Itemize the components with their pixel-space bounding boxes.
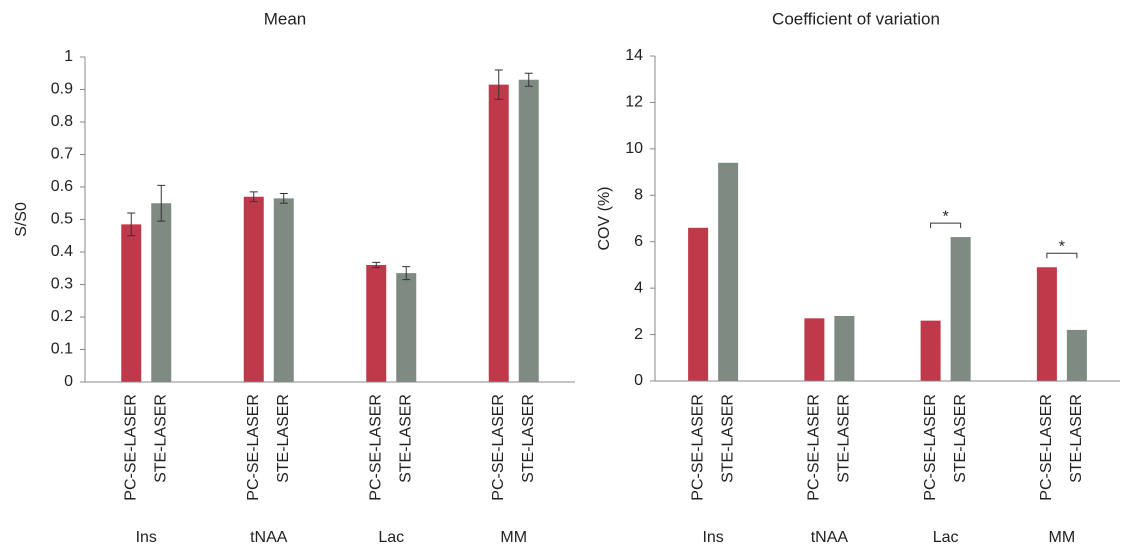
chart-title: Mean [264, 9, 307, 28]
bar [151, 203, 172, 382]
y-tick-label: 0.2 [51, 308, 73, 325]
category-label: Ins [702, 529, 723, 546]
series-label: PC-SE-LASER [806, 394, 823, 501]
y-tick-label: 0 [64, 373, 73, 390]
series-label: STE-LASER [275, 394, 292, 483]
series-label: PC-SE-LASER [122, 394, 139, 501]
series-label: STE-LASER [1068, 394, 1085, 483]
category-label: Lac [378, 529, 404, 546]
annotation: * [943, 208, 949, 225]
series-label: STE-LASER [397, 394, 414, 483]
y-tick-label: 0.1 [51, 341, 73, 358]
significance-bracket [1046, 252, 1078, 259]
bar [273, 198, 294, 382]
chart-title: Coefficient of variation [772, 9, 940, 28]
category-label: Ins [136, 529, 157, 546]
y-tick-label: 10 [625, 140, 643, 157]
series-label: PC-SE-LASER [367, 394, 384, 501]
error-bar [524, 72, 533, 87]
series-label: PC-SE-LASER [490, 394, 507, 501]
bar [718, 162, 739, 381]
error-bar [127, 212, 136, 237]
y-tick-label: 12 [625, 94, 643, 111]
series-label: STE-LASER [719, 394, 736, 483]
y-tick-label: 0.5 [51, 211, 73, 228]
y-tick-label: 0.8 [51, 113, 73, 130]
y-axis-label: S/S0 [13, 202, 30, 237]
bar [834, 316, 855, 381]
y-tick-label: 0.4 [51, 243, 73, 260]
category-label: Lac [933, 529, 959, 546]
bar [396, 273, 417, 382]
error-bar [402, 266, 411, 281]
category-label: tNAA [811, 529, 849, 546]
y-tick-label: 14 [625, 47, 643, 64]
annotation: * [1059, 238, 1065, 255]
y-tick-label: 0.6 [51, 178, 73, 195]
bar [920, 320, 941, 381]
series-label: PC-SE-LASER [1038, 394, 1055, 501]
series-label: STE-LASER [520, 394, 537, 483]
error-bar [157, 184, 166, 222]
bar [518, 79, 539, 382]
bar [366, 265, 387, 382]
error-bar [372, 261, 381, 269]
category-label: MM [1049, 529, 1076, 546]
y-tick-label: 1 [64, 48, 73, 65]
y-tick-label: 4 [634, 279, 643, 296]
y-tick-label: 6 [634, 233, 643, 250]
bar [121, 224, 142, 382]
series-label: STE-LASER [152, 394, 169, 483]
y-axis-label: COV (%) [596, 187, 613, 251]
series-label: STE-LASER [836, 394, 853, 483]
bar [804, 318, 825, 381]
y-tick-label: 0.3 [51, 276, 73, 293]
error-bar [249, 191, 258, 203]
error-bar [494, 69, 503, 100]
y-tick-label: 0.7 [51, 146, 73, 163]
bar [1066, 329, 1087, 381]
category-label: tNAA [250, 529, 288, 546]
y-tick-label: 2 [634, 326, 643, 343]
bar [243, 196, 264, 382]
significance-bracket [930, 222, 962, 229]
bar [688, 227, 709, 381]
bar [950, 237, 971, 381]
series-label: PC-SE-LASER [689, 394, 706, 501]
series-label: PC-SE-LASER [245, 394, 262, 501]
y-tick-label: 0.9 [51, 81, 73, 98]
error-bar [279, 193, 288, 204]
series-label: PC-SE-LASER [922, 394, 939, 501]
y-tick-label: 8 [634, 187, 643, 204]
bar [1036, 267, 1057, 381]
bar [488, 84, 509, 382]
y-tick-label: 0 [634, 372, 643, 389]
category-label: MM [500, 529, 527, 546]
series-label: STE-LASER [952, 394, 969, 483]
